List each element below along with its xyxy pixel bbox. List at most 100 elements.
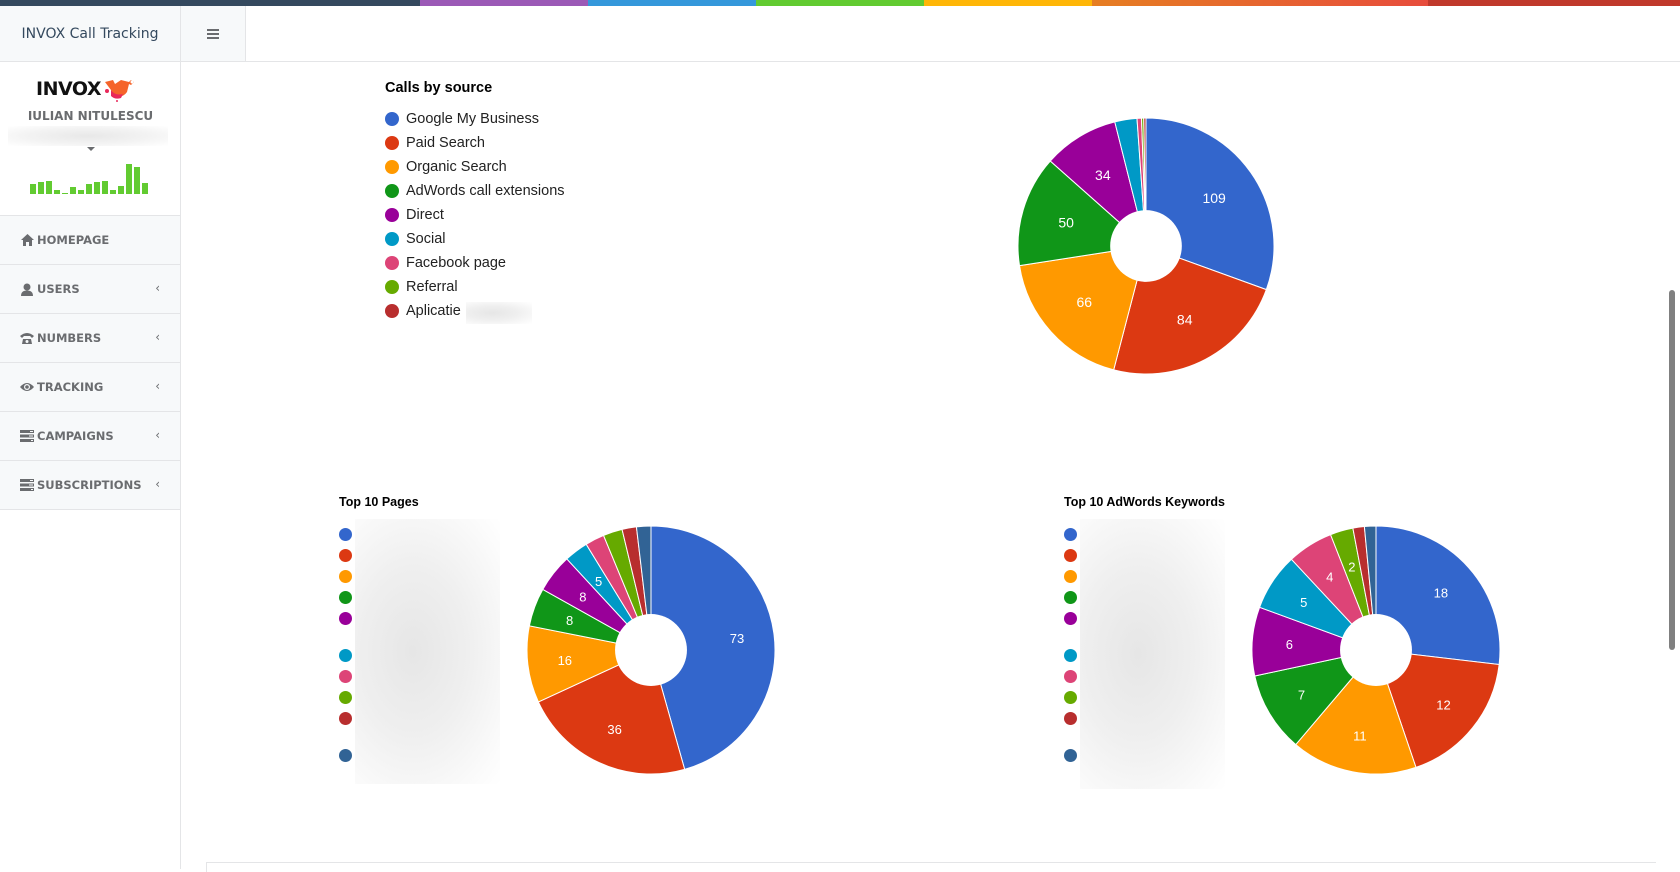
slice-value-label: 34	[1095, 167, 1111, 183]
slice-value-label: 73	[730, 631, 744, 646]
sparkline-bar	[46, 181, 52, 194]
legend-item[interactable]	[1064, 645, 1077, 666]
top-pages-legend	[339, 524, 352, 766]
slice-value-label: 16	[558, 653, 572, 668]
sidebar-item-subscriptions[interactable]: SUBSCRIPTIONS ‹	[0, 461, 180, 510]
user-icon	[20, 282, 34, 296]
pie-slice[interactable]	[1018, 245, 1147, 371]
legend-item[interactable]	[339, 687, 352, 708]
user-dropdown-caret-icon[interactable]	[87, 147, 95, 151]
legend-item[interactable]	[339, 545, 352, 566]
legend-color-dot	[339, 570, 352, 583]
sparkline-bar	[62, 193, 68, 194]
pie-slice[interactable]	[1375, 649, 1500, 769]
legend-item[interactable]	[339, 745, 352, 766]
legend-item[interactable]	[1064, 524, 1077, 545]
pie-slice[interactable]	[650, 525, 776, 770]
legend-color-dot	[1064, 570, 1077, 583]
pie-slice[interactable]	[1254, 649, 1378, 746]
top-keywords-donut-chart[interactable]: 18 12 11 7 6 5 42	[1250, 524, 1502, 776]
sparkline-bar	[30, 184, 36, 194]
redacted-legend-labels	[1080, 519, 1225, 789]
top-color-bar	[0, 0, 1680, 6]
sidebar-menu: HOMEPAGE USERS ‹ NUMBERS ‹ TRACKING ‹ CA…	[0, 215, 180, 510]
home-icon	[20, 233, 34, 247]
donut-hole	[1110, 210, 1182, 282]
legend-item[interactable]	[339, 708, 352, 729]
sidebar-item-tracking[interactable]: TRACKING ‹	[0, 363, 180, 412]
legend-item[interactable]	[1064, 545, 1077, 566]
brand-title[interactable]: INVOX Call Tracking	[0, 6, 181, 61]
legend-item[interactable]	[339, 566, 352, 587]
legend-item[interactable]	[1064, 708, 1077, 729]
donut-hole	[1340, 614, 1412, 686]
legend-item[interactable]: Referral	[385, 275, 565, 299]
legend-color-dot	[339, 528, 352, 541]
chevron-left-icon: ‹	[155, 281, 160, 295]
legend-item[interactable]	[339, 666, 352, 687]
hamburger-icon	[207, 32, 219, 35]
legend-item[interactable]: Facebook page	[385, 251, 565, 275]
sparkline-bar	[54, 190, 60, 194]
pie-slice[interactable]	[1375, 525, 1501, 666]
top-bar-segment	[1428, 0, 1680, 6]
legend-item[interactable]: AdWords call extensions	[385, 179, 565, 203]
legend-item[interactable]	[1064, 587, 1077, 608]
legend-color-dot	[339, 691, 352, 704]
sparkline-bar	[70, 187, 76, 194]
sidebar-item-campaigns[interactable]: CAMPAIGNS ‹	[0, 412, 180, 461]
vertical-scrollbar[interactable]	[1669, 290, 1675, 650]
legend-color-dot	[385, 304, 399, 318]
top-bar-segment	[0, 0, 420, 6]
legend-item[interactable]: Aplicatie	[385, 299, 565, 323]
top-bar-segment	[420, 0, 588, 6]
legend-color-dot	[339, 749, 352, 762]
legend-item[interactable]	[1064, 687, 1077, 708]
chevron-left-icon: ‹	[155, 477, 160, 491]
sparkline-bar	[102, 181, 108, 194]
legend-item[interactable]	[339, 645, 352, 666]
sparkline-bar	[78, 190, 84, 194]
legend-item[interactable]	[339, 587, 352, 608]
menu-toggle-button[interactable]	[181, 6, 246, 61]
logo[interactable]: INVOX	[36, 76, 135, 102]
calls-by-source-donut-chart[interactable]: 109 84 66 50 34	[1016, 116, 1276, 376]
slice-value-label: 6	[1286, 637, 1293, 652]
top-keywords-legend	[1064, 524, 1077, 766]
slice-value-label: 18	[1434, 585, 1448, 600]
legend-label: Paid Search	[406, 135, 485, 151]
chevron-left-icon: ‹	[155, 428, 160, 442]
sidebar-item-label: NUMBERS	[37, 331, 102, 345]
profile-panel: INVOX IULIAN NITULESCU	[0, 62, 180, 215]
legend-item[interactable]	[1064, 608, 1077, 629]
slice-value-label: 2	[1348, 560, 1355, 575]
legend-color-dot	[339, 649, 352, 662]
sidebar-item-homepage[interactable]: HOMEPAGE	[0, 216, 180, 265]
legend-item[interactable]: Organic Search	[385, 155, 565, 179]
sparkline-bar	[126, 164, 132, 194]
sidebar-item-users[interactable]: USERS ‹	[0, 265, 180, 314]
legend-item[interactable]: Social	[385, 227, 565, 251]
legend-item[interactable]	[339, 608, 352, 629]
legend-item[interactable]: Paid Search	[385, 131, 565, 155]
sidebar-item-label: USERS	[37, 282, 80, 296]
slice-value-label: 7	[1298, 688, 1305, 703]
sidebar-item-label: SUBSCRIPTIONS	[37, 478, 142, 492]
sparkline-bar	[94, 182, 100, 194]
legend-item[interactable]: Direct	[385, 203, 565, 227]
legend-item[interactable]	[339, 524, 352, 545]
legend-item[interactable]	[1064, 745, 1077, 766]
legend-label: Aplicatie	[406, 303, 461, 319]
header: INVOX Call Tracking	[0, 6, 1680, 62]
legend-label: Referral	[406, 279, 458, 295]
calls-by-source-title: Calls by source	[385, 80, 493, 96]
sparkline-bar	[86, 184, 92, 194]
legend-item[interactable]: Google My Business	[385, 107, 565, 131]
legend-item[interactable]	[1064, 566, 1077, 587]
redacted-legend-labels	[355, 519, 500, 784]
legend-item[interactable]	[1064, 666, 1077, 687]
tasks-icon	[20, 478, 34, 492]
sidebar-item-numbers[interactable]: NUMBERS ‹	[0, 314, 180, 363]
legend-color-dot	[1064, 670, 1077, 683]
